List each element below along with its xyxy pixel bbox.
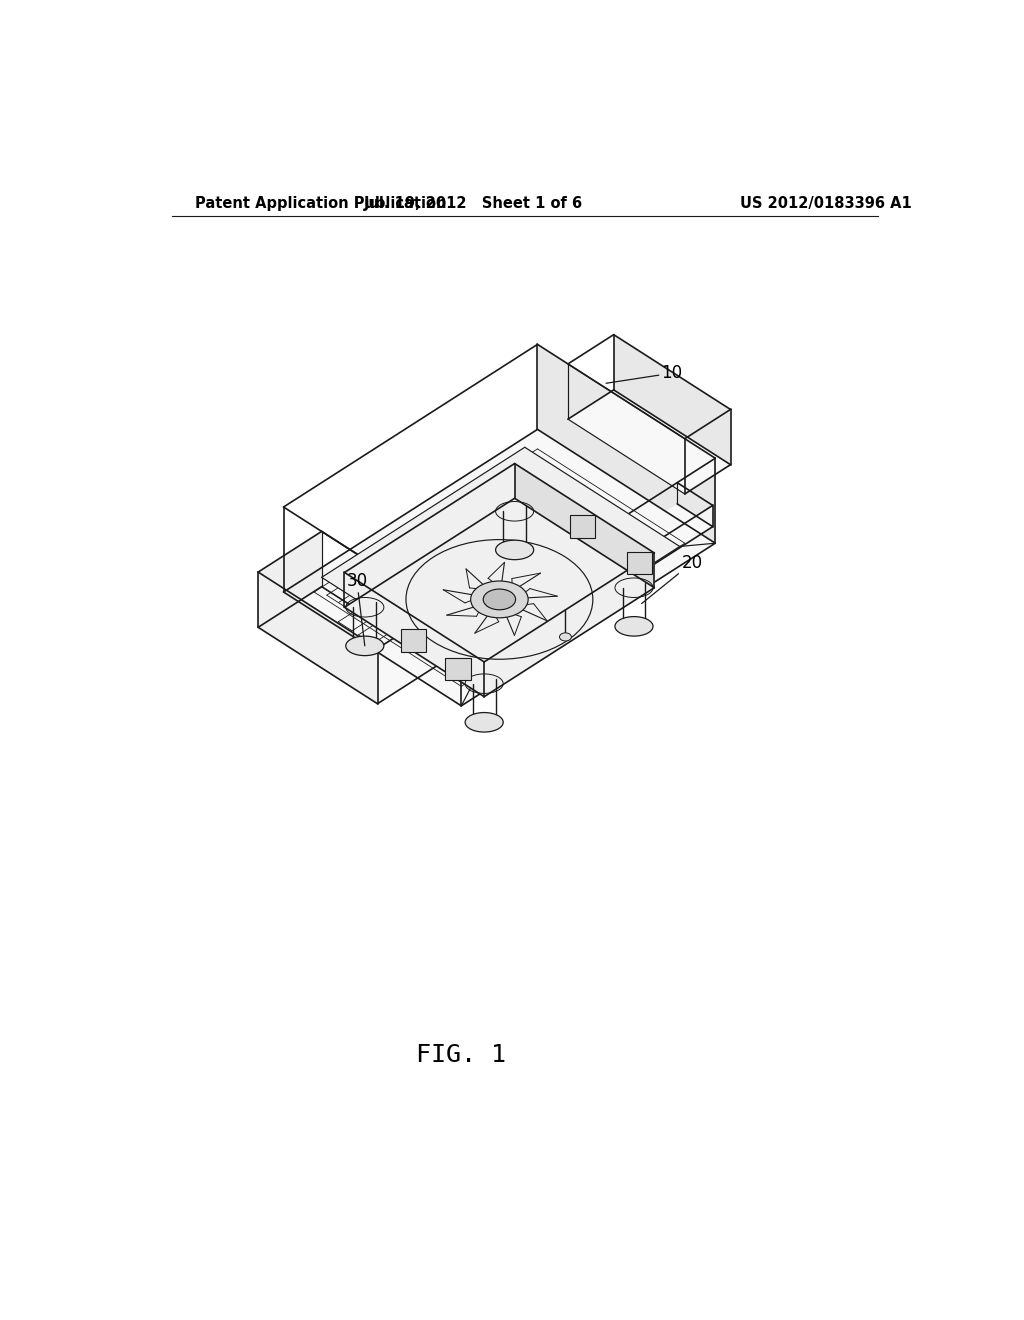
Polygon shape xyxy=(568,389,730,494)
Text: Patent Application Publication: Patent Application Publication xyxy=(196,195,446,211)
Text: 10: 10 xyxy=(606,364,683,383)
Ellipse shape xyxy=(346,636,384,656)
Polygon shape xyxy=(258,532,322,627)
Polygon shape xyxy=(322,447,680,677)
Polygon shape xyxy=(258,586,441,704)
Ellipse shape xyxy=(465,713,503,733)
Ellipse shape xyxy=(615,616,653,636)
Polygon shape xyxy=(258,572,378,704)
Ellipse shape xyxy=(496,540,534,560)
Polygon shape xyxy=(685,409,730,494)
Polygon shape xyxy=(538,345,715,544)
Text: US 2012/0183396 A1: US 2012/0183396 A1 xyxy=(740,195,912,211)
Polygon shape xyxy=(461,458,715,706)
Polygon shape xyxy=(613,335,730,465)
Polygon shape xyxy=(512,504,713,632)
FancyBboxPatch shape xyxy=(627,552,652,574)
FancyBboxPatch shape xyxy=(400,630,426,652)
Ellipse shape xyxy=(483,589,515,610)
Text: Jul. 19, 2012   Sheet 1 of 6: Jul. 19, 2012 Sheet 1 of 6 xyxy=(364,195,583,211)
Text: 20: 20 xyxy=(642,554,702,603)
FancyBboxPatch shape xyxy=(445,657,471,680)
Polygon shape xyxy=(344,498,654,697)
Polygon shape xyxy=(548,506,713,632)
Text: 30: 30 xyxy=(346,572,368,645)
Polygon shape xyxy=(378,607,441,704)
Ellipse shape xyxy=(559,632,571,642)
Polygon shape xyxy=(515,463,654,587)
Text: FIG. 1: FIG. 1 xyxy=(417,1043,506,1067)
Ellipse shape xyxy=(471,581,528,618)
FancyBboxPatch shape xyxy=(569,515,595,537)
Polygon shape xyxy=(284,429,715,706)
Polygon shape xyxy=(484,553,654,697)
